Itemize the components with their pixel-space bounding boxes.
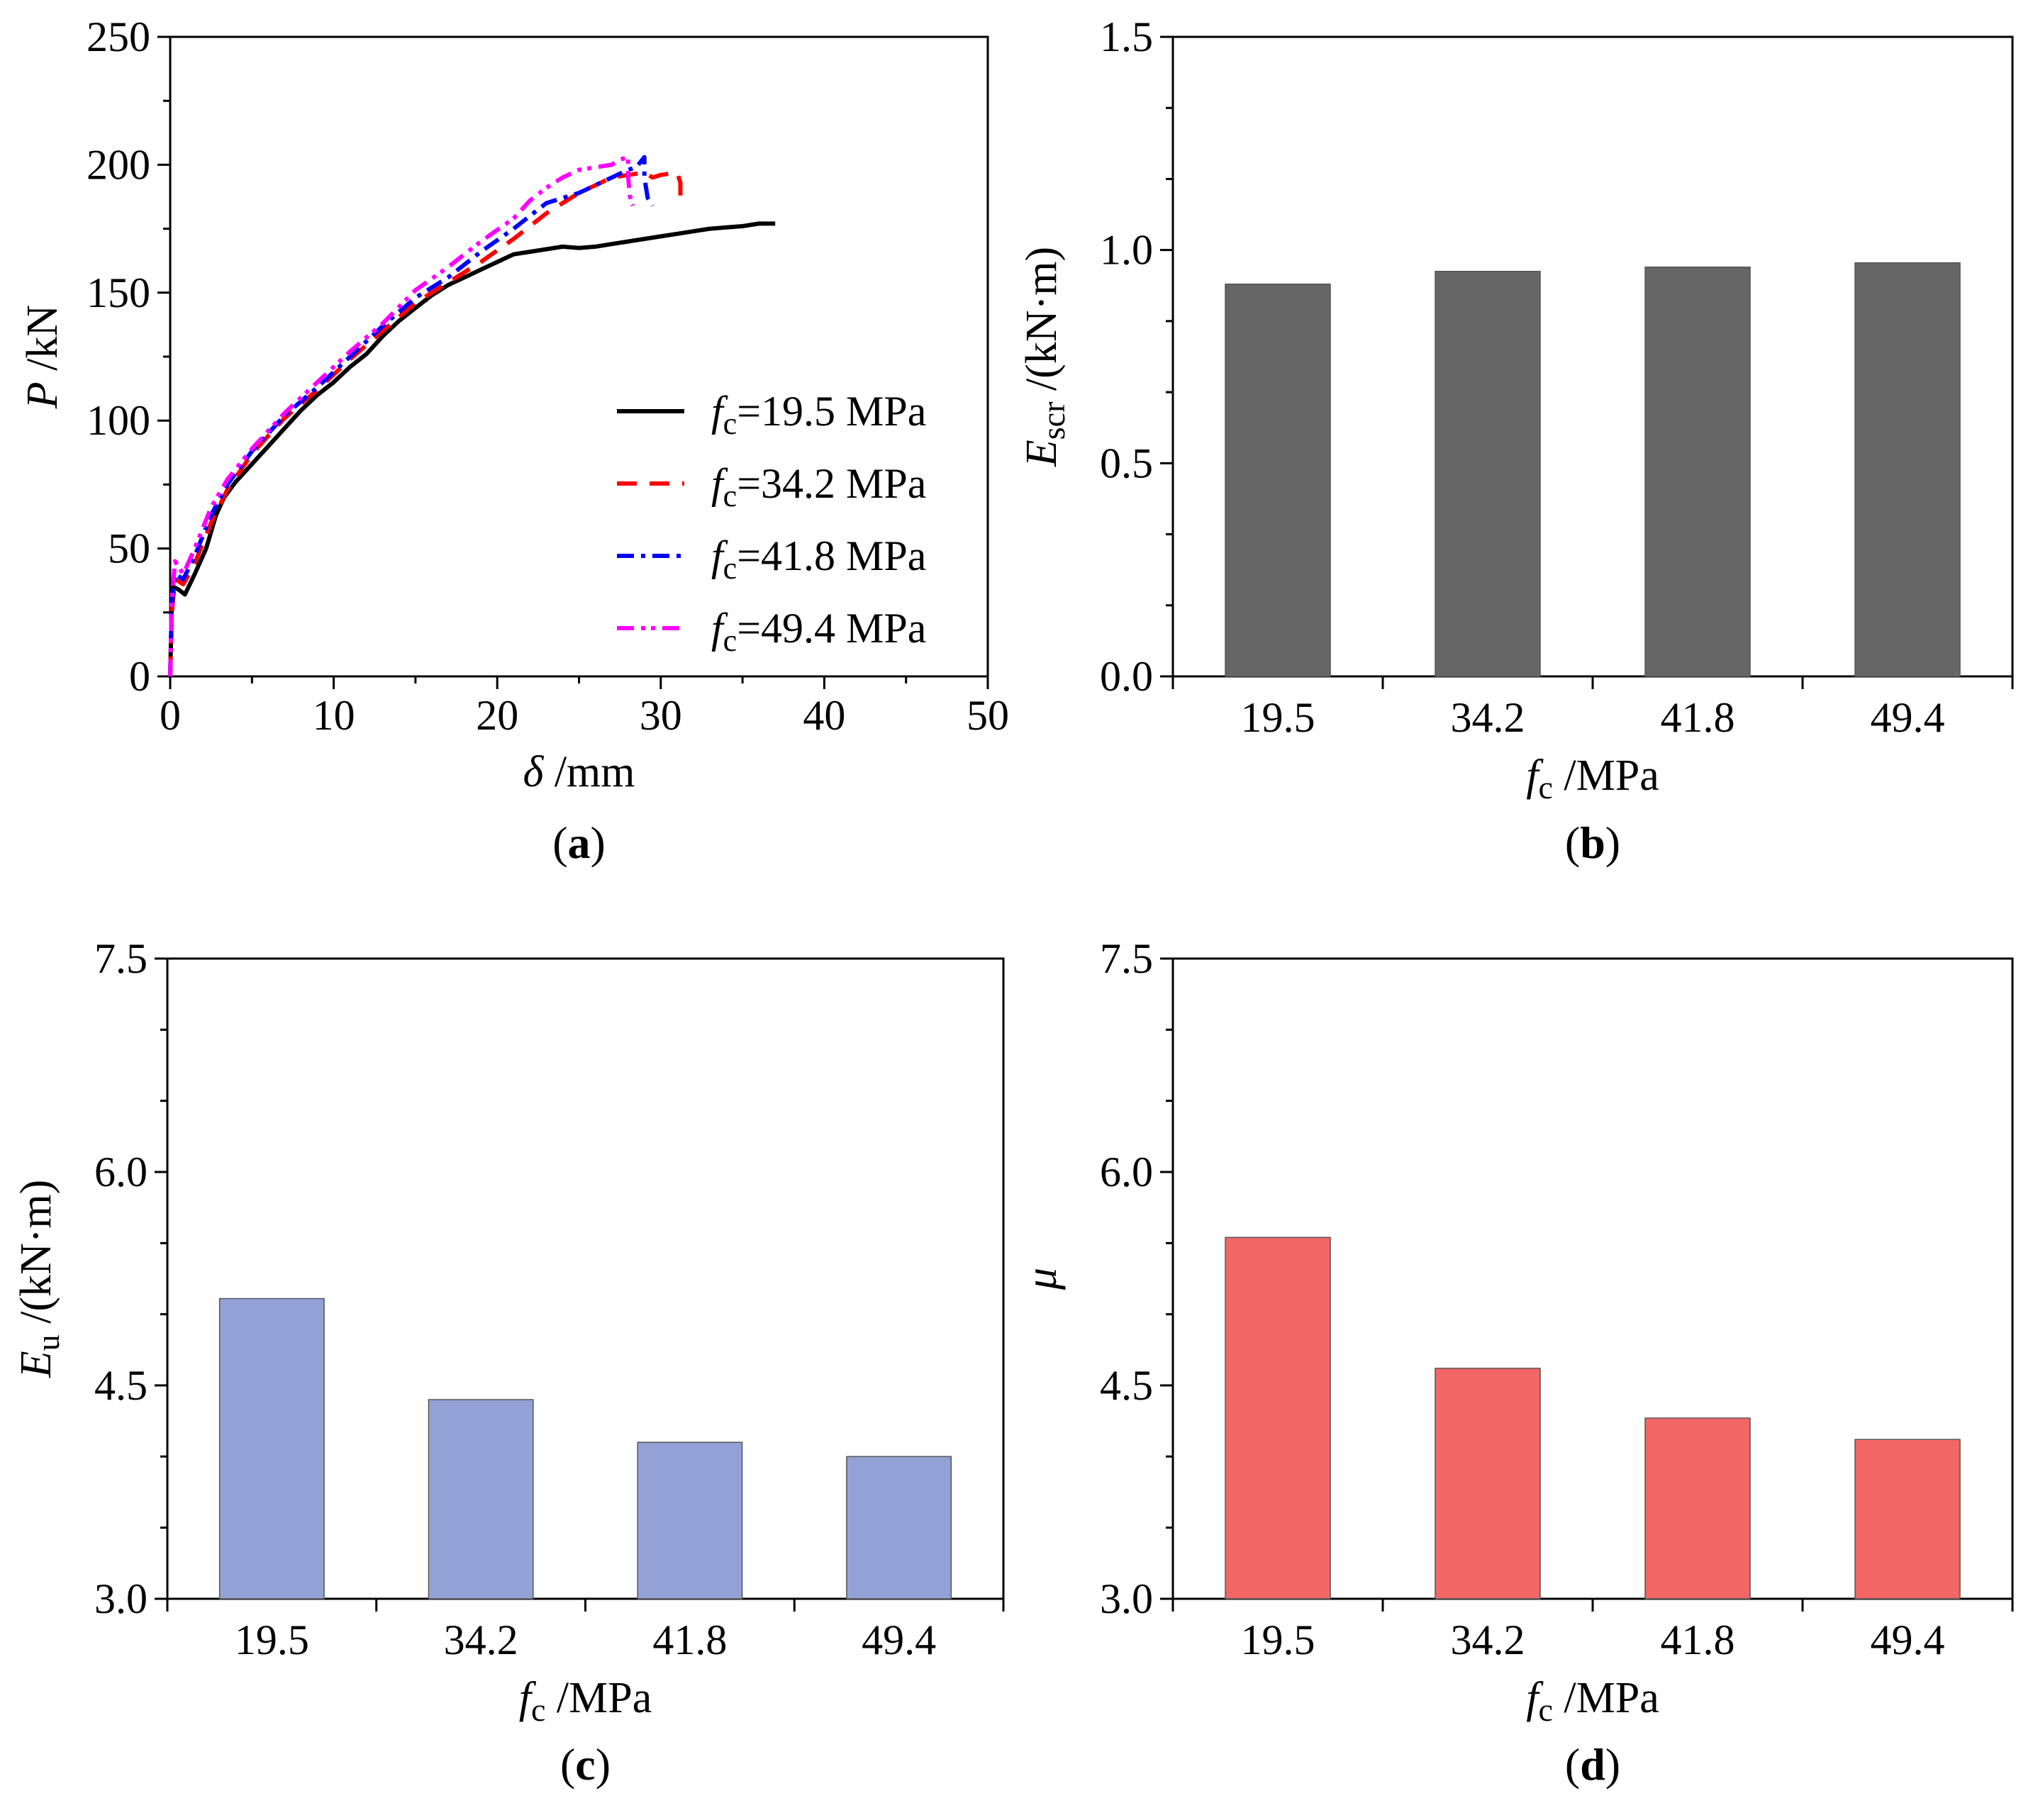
x-tick-label-b: 34.2 — [1451, 694, 1525, 741]
x-axis-label-a: δ /mm — [523, 748, 635, 796]
legend-label-4: fc=49.4 MPa — [711, 605, 926, 658]
x-tick-label-d: 49.4 — [1871, 1617, 1945, 1663]
y-tick-label-a: 100 — [87, 397, 150, 444]
x-axis-label-c: fc /MPa — [519, 1674, 652, 1728]
bar-b-49.4 — [1854, 262, 1961, 677]
series-line-3 — [168, 155, 655, 677]
y-tick-label-a: 50 — [108, 525, 150, 572]
x-tick-label-c: 41.8 — [652, 1617, 727, 1663]
bar-d-34.2 — [1435, 1368, 1541, 1600]
series-line-1 — [168, 221, 776, 677]
bar-b-41.8 — [1644, 266, 1751, 677]
bar-b-34.2 — [1435, 270, 1541, 677]
y-tick-label-c: 4.5 — [94, 1362, 147, 1409]
y-tick-label-c: 3.0 — [94, 1575, 147, 1622]
y-axis-label-b: Escr /(kN·m) — [1018, 247, 1071, 467]
legend-label-2: fc=34.2 MPa — [711, 460, 926, 513]
x-tick-label-c: 19.5 — [235, 1617, 309, 1663]
y-tick-label-a: 250 — [87, 13, 150, 60]
x-tick-label-b: 41.8 — [1661, 694, 1735, 741]
x-tick-label-d: 19.5 — [1241, 1617, 1315, 1663]
x-tick-label-c: 49.4 — [862, 1617, 936, 1663]
x-tick-label-a: 40 — [803, 692, 845, 739]
x-tick-label-b: 19.5 — [1241, 694, 1315, 741]
legend-label-1: fc=19.5 MPa — [711, 388, 926, 441]
y-tick-label-b: 1.5 — [1100, 13, 1153, 60]
legend-label-3: fc=41.8 MPa — [711, 532, 926, 586]
y-axis-label-a: P /kN — [18, 305, 67, 409]
y-tick-label-b: 0.5 — [1100, 440, 1153, 486]
y-axis-label-c: Eu /(kN·m) — [12, 1180, 66, 1379]
y-tick-label-b: 0.0 — [1100, 653, 1153, 700]
bar-c-19.5 — [218, 1297, 325, 1600]
x-tick-label-a: 30 — [640, 692, 682, 739]
y-tick-label-a: 0 — [129, 653, 150, 700]
panel-label-a: (a) — [552, 817, 606, 868]
x-tick-label-d: 41.8 — [1661, 1617, 1735, 1663]
bar-d-41.8 — [1644, 1417, 1751, 1600]
y-tick-label-d: 3.0 — [1100, 1575, 1153, 1622]
y-tick-label-c: 6.0 — [94, 1149, 147, 1195]
chart-d: 19.5 34.2 41.8 49.4 3.0 4.5 6.0 7.5 fc /MPa μ (d) — [1018, 935, 2014, 1790]
y-tick-label-d: 6.0 — [1100, 1149, 1153, 1195]
y-tick-label-d: 7.5 — [1100, 935, 1153, 982]
y-tick-label-a: 200 — [87, 141, 150, 188]
x-axis-label-d: fc /MPa — [1526, 1674, 1659, 1728]
series-line-2 — [168, 170, 683, 677]
panel-label-c: (c) — [560, 1739, 611, 1790]
chart-b: 19.5 34.2 41.8 49.4 0.0 0.5 1.0 1.5 fc /MPa Escr … — [1018, 13, 2014, 868]
y-tick-label-d: 4.5 — [1100, 1362, 1153, 1409]
x-tick-label-a: 0 — [160, 692, 181, 739]
x-tick-label-a: 20 — [476, 692, 518, 739]
y-tick-label-b: 1.0 — [1100, 227, 1153, 274]
bar-d-49.4 — [1854, 1439, 1961, 1600]
panel-label-d: (d) — [1565, 1739, 1620, 1790]
bar-c-49.4 — [846, 1456, 952, 1600]
bar-c-41.8 — [637, 1441, 743, 1600]
x-tick-label-d: 34.2 — [1451, 1617, 1525, 1663]
bar-b-19.5 — [1225, 284, 1331, 677]
y-tick-label-a: 150 — [87, 269, 150, 316]
bar-c-34.2 — [428, 1399, 534, 1600]
x-tick-label-a: 10 — [313, 692, 355, 739]
panel-label-b: (b) — [1565, 817, 1620, 868]
plot-frame-a — [169, 35, 989, 678]
chart-c: 19.5 34.2 41.8 49.4 3.0 4.5 6.0 7.5 fc /MPa Eu /(… — [12, 935, 1005, 1790]
y-tick-label-c: 7.5 — [94, 935, 147, 982]
x-tick-label-a: 50 — [967, 692, 1009, 739]
series-line-4 — [168, 155, 635, 677]
y-axis-label-d: μ — [1018, 1268, 1066, 1290]
chart-a: 0 10 20 30 40 50 0 50 100 150 200 250 δ /mm P /kN fc=1… — [18, 13, 1009, 868]
bar-d-19.5 — [1225, 1236, 1331, 1600]
x-tick-label-c: 34.2 — [444, 1617, 518, 1663]
x-tick-label-b: 49.4 — [1871, 694, 1945, 741]
x-axis-label-b: fc /MPa — [1526, 752, 1659, 805]
